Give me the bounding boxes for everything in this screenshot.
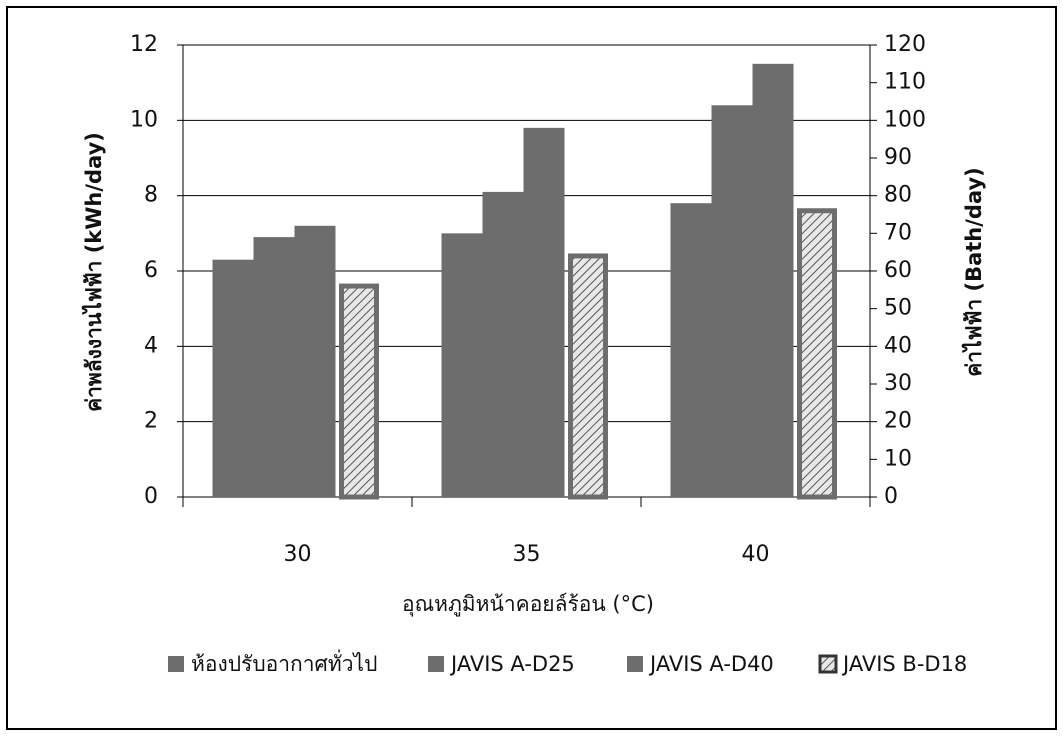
- legend-label: JAVIS B-D18: [841, 652, 967, 676]
- x-tick-label: 30: [284, 542, 312, 567]
- y2-tick-label: 60: [884, 258, 912, 283]
- bar: [524, 128, 565, 497]
- y2-tick-label: 70: [884, 220, 912, 245]
- bar: [753, 64, 794, 497]
- bar: [295, 226, 336, 497]
- y2-tick-label: 100: [884, 107, 926, 132]
- y2-tick-label: 0: [884, 484, 898, 509]
- y-axis-title: ค่าพลังงานไฟฟ้า (kWh/day): [81, 132, 106, 412]
- legend-label: JAVIS A-D25: [449, 652, 575, 676]
- bar: [483, 192, 524, 497]
- legend-swatch: [820, 656, 836, 672]
- y2-tick-label: 20: [884, 409, 912, 434]
- bar: [671, 203, 712, 497]
- y-tick-label: 2: [144, 409, 158, 434]
- legend-swatch: [428, 656, 444, 672]
- y-tick-label: 10: [130, 107, 158, 132]
- y-tick-label: 4: [144, 333, 158, 358]
- bar: [442, 233, 483, 497]
- bar: [213, 260, 254, 497]
- y-tick-label: 0: [144, 484, 158, 509]
- y2-tick-label: 50: [884, 296, 912, 321]
- y2-tick-label: 40: [884, 333, 912, 358]
- y2-tick-label: 10: [884, 446, 912, 471]
- x-axis-title: อุณหภูมิหน้าคอยล์ร้อน (°C): [402, 592, 654, 617]
- bar: [342, 286, 377, 497]
- x-tick-label: 40: [742, 542, 770, 567]
- bar: [800, 211, 835, 497]
- y2-tick-label: 120: [884, 32, 926, 57]
- legend-swatch: [168, 656, 184, 672]
- bar: [254, 237, 295, 497]
- y-tick-label: 12: [130, 32, 158, 57]
- y-tick-label: 6: [144, 258, 158, 283]
- legend-label: JAVIS A-D40: [648, 652, 774, 676]
- chart: ค่าพลังงานไฟฟ้า (kWh/day) ค่าไฟฟ้า (Bath…: [0, 0, 1063, 736]
- legend-swatch: [627, 656, 643, 672]
- bar: [712, 105, 753, 497]
- y2-tick-label: 90: [884, 145, 912, 170]
- bar: [571, 256, 606, 497]
- y2-tick-label: 80: [884, 183, 912, 208]
- y-tick-label: 8: [144, 183, 158, 208]
- x-tick-label: 35: [513, 542, 541, 567]
- y2-tick-label: 30: [884, 371, 912, 396]
- y2-tick-label: 110: [884, 70, 926, 95]
- legend-label: ห้องปรับอากาศทั่วไป: [191, 649, 377, 676]
- y2-axis-title: ค่าไฟฟ้า (Bath/day): [961, 167, 986, 377]
